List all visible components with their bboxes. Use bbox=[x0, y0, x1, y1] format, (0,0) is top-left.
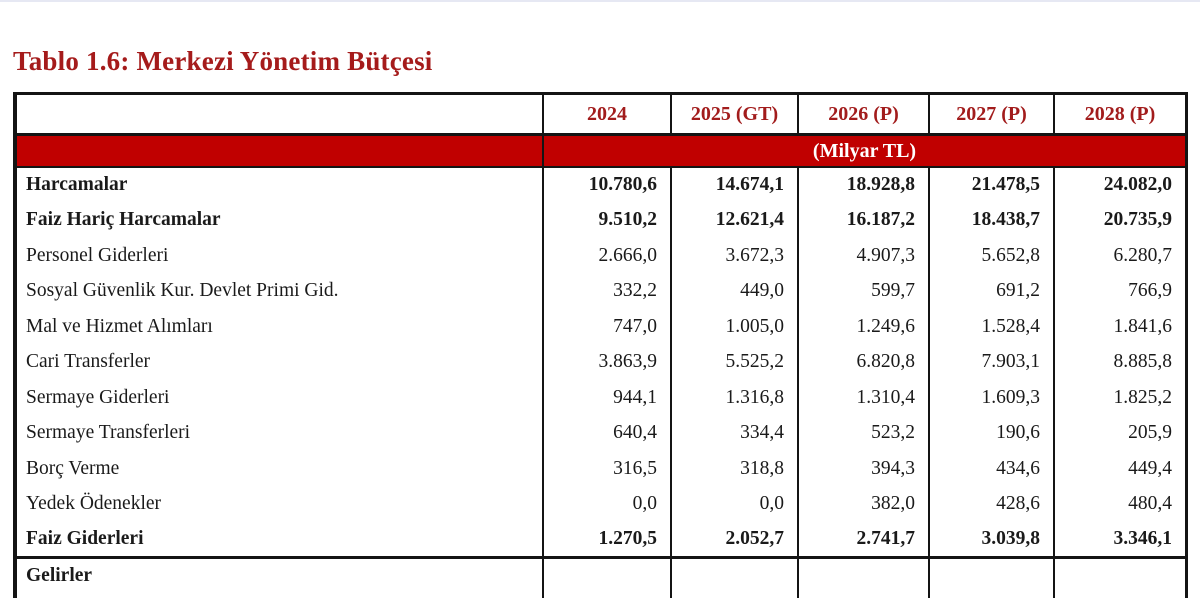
cell-value: 14.674,1 bbox=[670, 167, 798, 203]
row-label: Harcamalar bbox=[26, 174, 128, 196]
unit-banner: (Milyar TL) bbox=[542, 134, 1185, 168]
cell-value: 10.780,6 bbox=[542, 167, 671, 203]
cell-value: 9.510,2 bbox=[542, 202, 671, 238]
row-label: Sermaye Transferleri bbox=[26, 422, 191, 444]
row-label: Borç Verme bbox=[26, 457, 120, 479]
row-label: Sermaye Giderleri bbox=[26, 386, 170, 408]
header-cell-2024: 2024 bbox=[542, 95, 671, 136]
cell-value: 640,4 bbox=[542, 415, 671, 451]
cell-value: 205,9 bbox=[1053, 415, 1185, 451]
cell-value: 394,3 bbox=[797, 451, 929, 487]
cell-value: 3.346,1 bbox=[1053, 522, 1185, 559]
header-row: 2024 2025 (GT) 2026 (P) 2027 (P) 2028 (P… bbox=[17, 95, 1185, 136]
cell-value: 18.928,8 bbox=[797, 167, 929, 203]
cell-value: 428,6 bbox=[928, 486, 1054, 522]
unit-banner-label-cell bbox=[17, 134, 543, 168]
table-row-cari-transferler: Cari Transferler 3.863,9 5.525,2 6.820,8… bbox=[17, 344, 1185, 380]
table-row-mal-ve-hizmet: Mal ve Hizmet Alımları 747,0 1.005,0 1.2… bbox=[17, 309, 1185, 345]
table-row-sermaye-transferleri: Sermaye Transferleri 640,4 334,4 523,2 1… bbox=[17, 415, 1185, 451]
budget-table-container: 2024 2025 (GT) 2026 (P) 2027 (P) 2028 (P… bbox=[13, 92, 1188, 598]
cell-value: 334,4 bbox=[670, 415, 798, 451]
cell-value: 599,7 bbox=[797, 273, 929, 309]
cell-value: 480,4 bbox=[1053, 486, 1185, 522]
row-label: Cari Transferler bbox=[26, 351, 151, 373]
unit-banner-row: (Milyar TL) bbox=[17, 134, 1185, 168]
cell-value bbox=[928, 557, 1054, 598]
cell-value: 3.039,8 bbox=[928, 522, 1054, 559]
cell-value: 1.841,6 bbox=[1053, 309, 1185, 345]
cell-value: 7.903,1 bbox=[928, 344, 1054, 380]
cell-value: 3.863,9 bbox=[542, 344, 671, 380]
cell-value: 5.525,2 bbox=[670, 344, 798, 380]
cell-value: 332,2 bbox=[542, 273, 671, 309]
header-cell-empty bbox=[17, 95, 543, 136]
cell-value: 382,0 bbox=[797, 486, 929, 522]
table-row-sermaye-giderleri: Sermaye Giderleri 944,1 1.316,8 1.310,4 … bbox=[17, 380, 1185, 416]
cell-value: 1.609,3 bbox=[928, 380, 1054, 416]
table-row-faiz-haric-harcamalar: Faiz Hariç Harcamalar 9.510,2 12.621,4 1… bbox=[17, 202, 1185, 238]
row-label: Mal ve Hizmet Alımları bbox=[26, 315, 213, 337]
cell-value: 1.310,4 bbox=[797, 380, 929, 416]
cell-value: 1.270,5 bbox=[542, 522, 671, 559]
cell-value: 316,5 bbox=[542, 451, 671, 487]
cell-value: 12.621,4 bbox=[670, 202, 798, 238]
cell-value: 6.280,7 bbox=[1053, 238, 1185, 274]
row-label: Faiz Giderleri bbox=[17, 522, 543, 559]
cell-value: 2.052,7 bbox=[670, 522, 798, 559]
cell-value: 4.907,3 bbox=[797, 238, 929, 274]
budget-table: 2024 2025 (GT) 2026 (P) 2027 (P) 2028 (P… bbox=[17, 95, 1185, 598]
header-cell-2028-p: 2028 (P) bbox=[1053, 95, 1185, 136]
cell-value: 5.652,8 bbox=[928, 238, 1054, 274]
row-label: Faiz Hariç Harcamalar bbox=[26, 209, 221, 231]
cell-value: 21.478,5 bbox=[928, 167, 1054, 203]
table-row-sosyal-guvenlik: Sosyal Güvenlik Kur. Devlet Primi Gid. 3… bbox=[17, 273, 1185, 309]
cell-value: 691,2 bbox=[928, 273, 1054, 309]
cell-value: 20.735,9 bbox=[1053, 202, 1185, 238]
page-title: Tablo 1.6: Merkezi Yönetim Bütçesi bbox=[13, 46, 433, 76]
cell-value: 18.438,7 bbox=[928, 202, 1054, 238]
cell-value: 3.672,3 bbox=[670, 238, 798, 274]
table-row-personel-giderleri: Personel Giderleri 2.666,0 3.672,3 4.907… bbox=[17, 238, 1185, 274]
cell-value: 0,0 bbox=[670, 486, 798, 522]
cell-value: 449,4 bbox=[1053, 451, 1185, 487]
table-row-gelirler-clipped: Gelirler bbox=[17, 557, 1185, 598]
row-label: Gelirler bbox=[26, 565, 93, 586]
cell-value: 747,0 bbox=[542, 309, 671, 345]
cell-value bbox=[542, 557, 671, 598]
cell-value bbox=[670, 557, 798, 598]
cell-value: 24.082,0 bbox=[1053, 167, 1185, 203]
row-label: Sosyal Güvenlik Kur. Devlet Primi Gid. bbox=[26, 280, 339, 302]
cell-value: 6.820,8 bbox=[797, 344, 929, 380]
cell-value: 2.741,7 bbox=[797, 522, 929, 559]
cell-value: 766,9 bbox=[1053, 273, 1185, 309]
cell-value: 1.005,0 bbox=[670, 309, 798, 345]
cell-value: 944,1 bbox=[542, 380, 671, 416]
cell-value: 190,6 bbox=[928, 415, 1054, 451]
window-top-edge bbox=[0, 0, 1200, 2]
cell-value: 449,0 bbox=[670, 273, 798, 309]
cell-value bbox=[797, 557, 929, 598]
cell-value: 1.825,2 bbox=[1053, 380, 1185, 416]
cell-value: 1.528,4 bbox=[928, 309, 1054, 345]
row-label: Yedek Ödenekler bbox=[26, 493, 162, 515]
cell-value: 16.187,2 bbox=[797, 202, 929, 238]
cell-value: 523,2 bbox=[797, 415, 929, 451]
cell-value: 0,0 bbox=[542, 486, 671, 522]
table-row-harcamalar: Harcamalar 10.780,6 14.674,1 18.928,8 21… bbox=[17, 167, 1185, 203]
cell-value bbox=[1053, 557, 1185, 598]
row-label: Personel Giderleri bbox=[26, 244, 169, 266]
header-cell-2025-gt: 2025 (GT) bbox=[670, 95, 798, 136]
cell-value: 2.666,0 bbox=[542, 238, 671, 274]
header-cell-2026-p: 2026 (P) bbox=[797, 95, 929, 136]
table-row-yedek-odenekler: Yedek Ödenekler 0,0 0,0 382,0 428,6 480,… bbox=[17, 486, 1185, 522]
header-cell-2027-p: 2027 (P) bbox=[928, 95, 1054, 136]
table-row-faiz-giderleri: Faiz Giderleri 1.270,5 2.052,7 2.741,7 3… bbox=[17, 522, 1185, 559]
table-row-borc-verme: Borç Verme 316,5 318,8 394,3 434,6 449,4 bbox=[17, 451, 1185, 487]
cell-value: 434,6 bbox=[928, 451, 1054, 487]
cell-value: 318,8 bbox=[670, 451, 798, 487]
cell-value: 1.249,6 bbox=[797, 309, 929, 345]
cell-value: 1.316,8 bbox=[670, 380, 798, 416]
cell-value: 8.885,8 bbox=[1053, 344, 1185, 380]
